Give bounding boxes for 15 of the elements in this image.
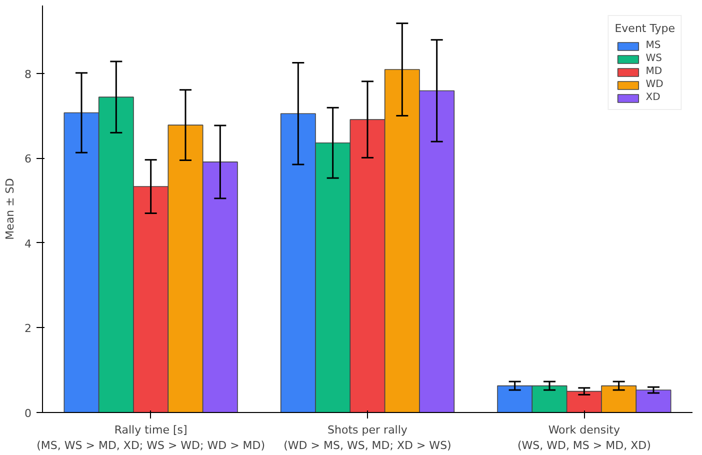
x-tick-label: Rally time [s] (MS, WS > MD, XD; WS > WD; WD > MD) [36,424,266,452]
legend-label: WS [646,53,663,64]
legend-label: XD [646,92,662,103]
y-tick-label: 2 [24,322,32,336]
y-axis-title: Mean ± SD [4,178,16,240]
legend-label: MS [646,40,662,51]
x-tick-label: Shots per rally (WD > MS, WS, MD; XD > WS) [284,424,452,452]
y-tick-label: 4 [24,237,32,250]
legend-label: MD [646,66,664,77]
legend-label: WD [646,79,664,90]
legend-title: Event Type [614,22,675,35]
y-tick-label: 6 [24,152,32,166]
x-tick-label: Work density (WS, WD, MS > MD, XD) [517,424,651,452]
y-tick-label: 0 [24,407,32,420]
y-tick-label: 8 [24,68,32,81]
